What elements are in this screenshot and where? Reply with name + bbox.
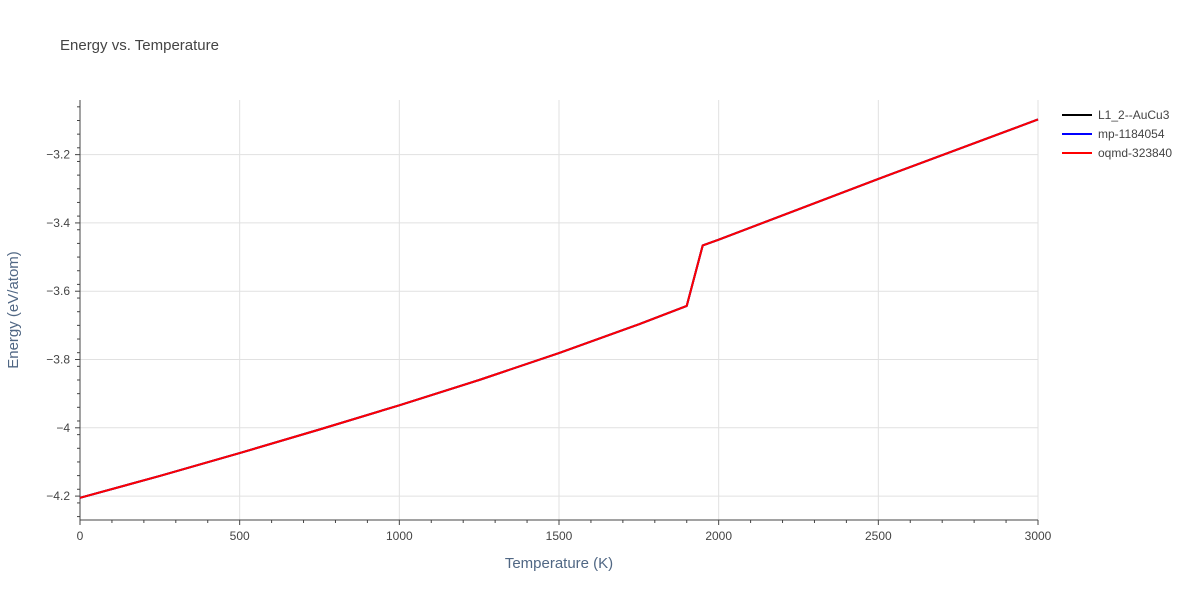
- x-tick-label: 0: [77, 529, 84, 543]
- legend-item[interactable]: mp-1184054: [1062, 127, 1165, 141]
- legend-item[interactable]: L1_2--AuCu3: [1062, 108, 1170, 122]
- grid-lines: [80, 100, 1039, 520]
- y-tick-label: −3.2: [46, 148, 70, 162]
- x-tick-label: 2500: [865, 529, 892, 543]
- x-tick-label: 2000: [705, 529, 732, 543]
- y-tick-label: −4.2: [46, 489, 70, 503]
- x-tick-label: 1000: [386, 529, 413, 543]
- y-tick-label: −3.6: [46, 284, 70, 298]
- series-lines: [79, 118, 1039, 499]
- legend-label: oqmd-323840: [1098, 146, 1172, 160]
- y-tick-label: −3.4: [46, 216, 70, 230]
- legend-label: mp-1184054: [1098, 127, 1165, 141]
- legend[interactable]: L1_2--AuCu3 mp-1184054 oqmd-323840: [1062, 108, 1172, 160]
- x-tick-label: 3000: [1025, 529, 1052, 543]
- chart-title: Energy vs. Temperature: [60, 37, 219, 54]
- x-axis-label: Temperature (K): [505, 555, 613, 572]
- legend-item[interactable]: oqmd-323840: [1062, 146, 1172, 160]
- x-tick-label: 500: [230, 529, 250, 543]
- y-axis-label: Energy (eV/atom): [5, 251, 22, 369]
- y-tick-label: −3.8: [46, 353, 70, 367]
- y-tick-label: −4: [56, 421, 70, 435]
- legend-label: L1_2--AuCu3: [1098, 108, 1170, 122]
- series-line-oqmd-323840[interactable]: [79, 118, 1039, 499]
- y-axis-ticks: −4.2 −4 −3.8 −3.6 −3.4 −3.2: [46, 106, 80, 518]
- x-tick-label: 1500: [546, 529, 573, 543]
- x-axis-ticks: 0 500 1000 1500 2000 2500 3000: [77, 520, 1052, 543]
